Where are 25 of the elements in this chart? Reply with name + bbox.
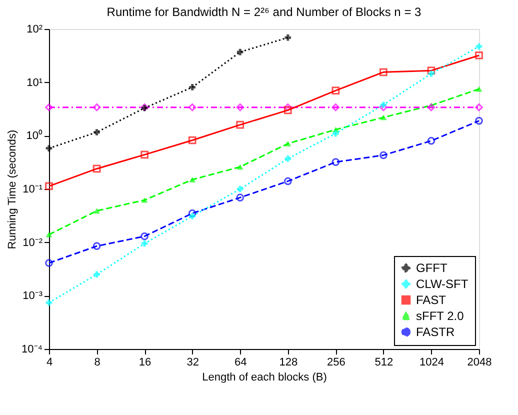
y-tick-label: 10² bbox=[26, 24, 43, 36]
x-axis-title: Length of each blocks (B) bbox=[202, 372, 327, 384]
x-tick-label: 32 bbox=[186, 356, 199, 368]
y-tick-label: 10¹ bbox=[26, 76, 43, 89]
legend-label: FASTR bbox=[416, 325, 456, 339]
chart-title: Runtime for Bandwidth N = 2²⁶ and Number of Blocks n = 3 bbox=[106, 5, 422, 19]
y-tick-label: 10⁻³ bbox=[22, 290, 43, 302]
y-tick-label: 10⁻⁴ bbox=[22, 344, 43, 356]
y-tick-label: 10⁰ bbox=[26, 129, 42, 142]
y-tick-label: 10⁻¹ bbox=[22, 184, 43, 196]
y-tick-label: 10⁻² bbox=[22, 236, 43, 249]
x-tick-label: 8 bbox=[94, 356, 100, 368]
legend-label: GFFT bbox=[416, 261, 448, 275]
x-tick-label: 256 bbox=[326, 356, 346, 368]
y-axis-title: Running Time (seconds) bbox=[6, 130, 19, 250]
legend-label: sFFT 2.0 bbox=[416, 309, 464, 323]
x-tick-label: 128 bbox=[279, 356, 298, 368]
x-tick-label: 1024 bbox=[419, 356, 444, 368]
x-tick-label: 512 bbox=[374, 356, 394, 368]
x-tick-label: 64 bbox=[234, 356, 247, 368]
legend-label: CLW-SFT bbox=[416, 277, 469, 291]
x-tick-label: 4 bbox=[46, 356, 53, 368]
legend-label: FAST bbox=[416, 293, 447, 307]
x-tick-label: 2048 bbox=[467, 356, 492, 368]
x-tick-label: 16 bbox=[138, 356, 152, 368]
